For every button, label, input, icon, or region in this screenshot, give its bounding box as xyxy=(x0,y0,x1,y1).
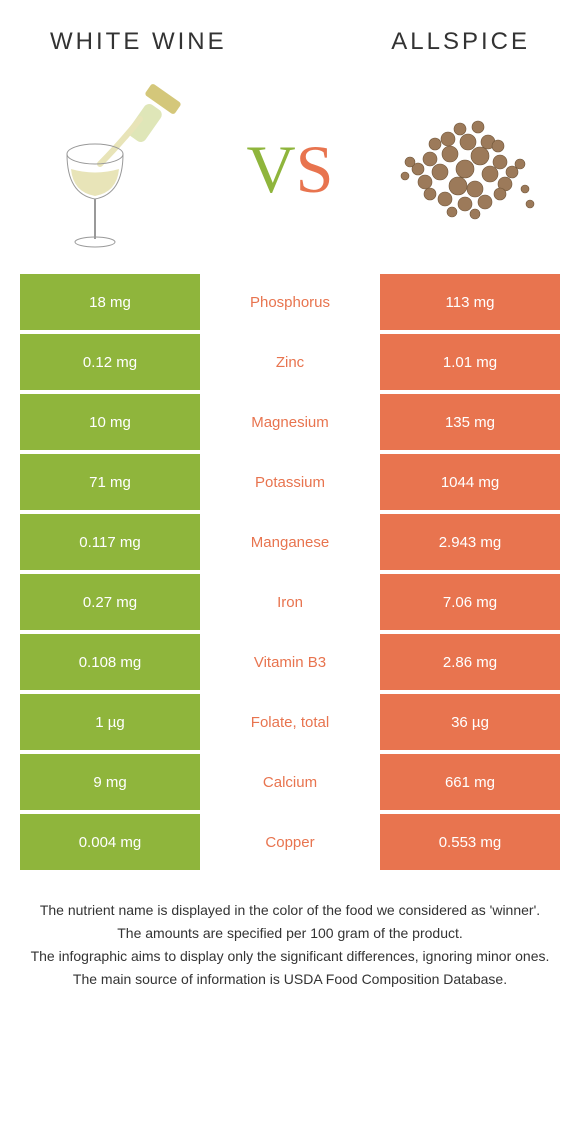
images-row: VS xyxy=(0,74,580,274)
vs-label: VS xyxy=(247,130,334,209)
table-row: 71 mgPotassium1044 mg xyxy=(20,454,560,510)
left-value: 18 mg xyxy=(20,274,200,330)
right-value: 1.01 mg xyxy=(380,334,560,390)
left-value: 0.117 mg xyxy=(20,514,200,570)
table-row: 1 µgFolate, total36 µg xyxy=(20,694,560,750)
right-value: 0.553 mg xyxy=(380,814,560,870)
right-value: 661 mg xyxy=(380,754,560,810)
allspice-icon xyxy=(380,94,550,244)
left-value: 1 µg xyxy=(20,694,200,750)
table-row: 0.12 mgZinc1.01 mg xyxy=(20,334,560,390)
table-row: 9 mgCalcium661 mg xyxy=(20,754,560,810)
left-value: 9 mg xyxy=(20,754,200,810)
vs-s: S xyxy=(296,131,334,207)
footnote-line: The main source of information is USDA F… xyxy=(30,969,550,990)
nutrient-name: Manganese xyxy=(200,514,380,570)
table-row: 0.117 mgManganese2.943 mg xyxy=(20,514,560,570)
right-value: 36 µg xyxy=(380,694,560,750)
right-value: 7.06 mg xyxy=(380,574,560,630)
right-product-title: ALLSPICE xyxy=(391,28,530,56)
right-value: 2.943 mg xyxy=(380,514,560,570)
footnote-line: The amounts are specified per 100 gram o… xyxy=(30,923,550,944)
footnotes: The nutrient name is displayed in the co… xyxy=(30,900,550,990)
nutrient-name: Magnesium xyxy=(200,394,380,450)
nutrient-name: Folate, total xyxy=(200,694,380,750)
comparison-table: 18 mgPhosphorus113 mg0.12 mgZinc1.01 mg1… xyxy=(20,274,560,870)
wine-glass-icon xyxy=(40,84,190,254)
table-row: 10 mgMagnesium135 mg xyxy=(20,394,560,450)
footnote-line: The nutrient name is displayed in the co… xyxy=(30,900,550,921)
left-value: 0.12 mg xyxy=(20,334,200,390)
left-product-title: WHITE WINE xyxy=(50,28,227,56)
nutrient-name: Zinc xyxy=(200,334,380,390)
nutrient-name: Calcium xyxy=(200,754,380,810)
left-value: 0.108 mg xyxy=(20,634,200,690)
nutrient-name: Vitamin B3 xyxy=(200,634,380,690)
right-product-image xyxy=(380,84,550,254)
left-value: 10 mg xyxy=(20,394,200,450)
footnote-line: The infographic aims to display only the… xyxy=(30,946,550,967)
right-value: 113 mg xyxy=(380,274,560,330)
table-row: 0.004 mgCopper0.553 mg xyxy=(20,814,560,870)
table-row: 0.27 mgIron7.06 mg xyxy=(20,574,560,630)
vs-v: V xyxy=(247,131,296,207)
nutrient-name: Phosphorus xyxy=(200,274,380,330)
left-value: 71 mg xyxy=(20,454,200,510)
left-value: 0.27 mg xyxy=(20,574,200,630)
table-row: 0.108 mgVitamin B32.86 mg xyxy=(20,634,560,690)
comparison-header: WHITE WINE ALLSPICE xyxy=(0,0,580,74)
left-product-image xyxy=(30,84,200,254)
nutrient-name: Iron xyxy=(200,574,380,630)
right-value: 1044 mg xyxy=(380,454,560,510)
nutrient-name: Copper xyxy=(200,814,380,870)
right-value: 135 mg xyxy=(380,394,560,450)
left-value: 0.004 mg xyxy=(20,814,200,870)
right-value: 2.86 mg xyxy=(380,634,560,690)
table-row: 18 mgPhosphorus113 mg xyxy=(20,274,560,330)
nutrient-name: Potassium xyxy=(200,454,380,510)
